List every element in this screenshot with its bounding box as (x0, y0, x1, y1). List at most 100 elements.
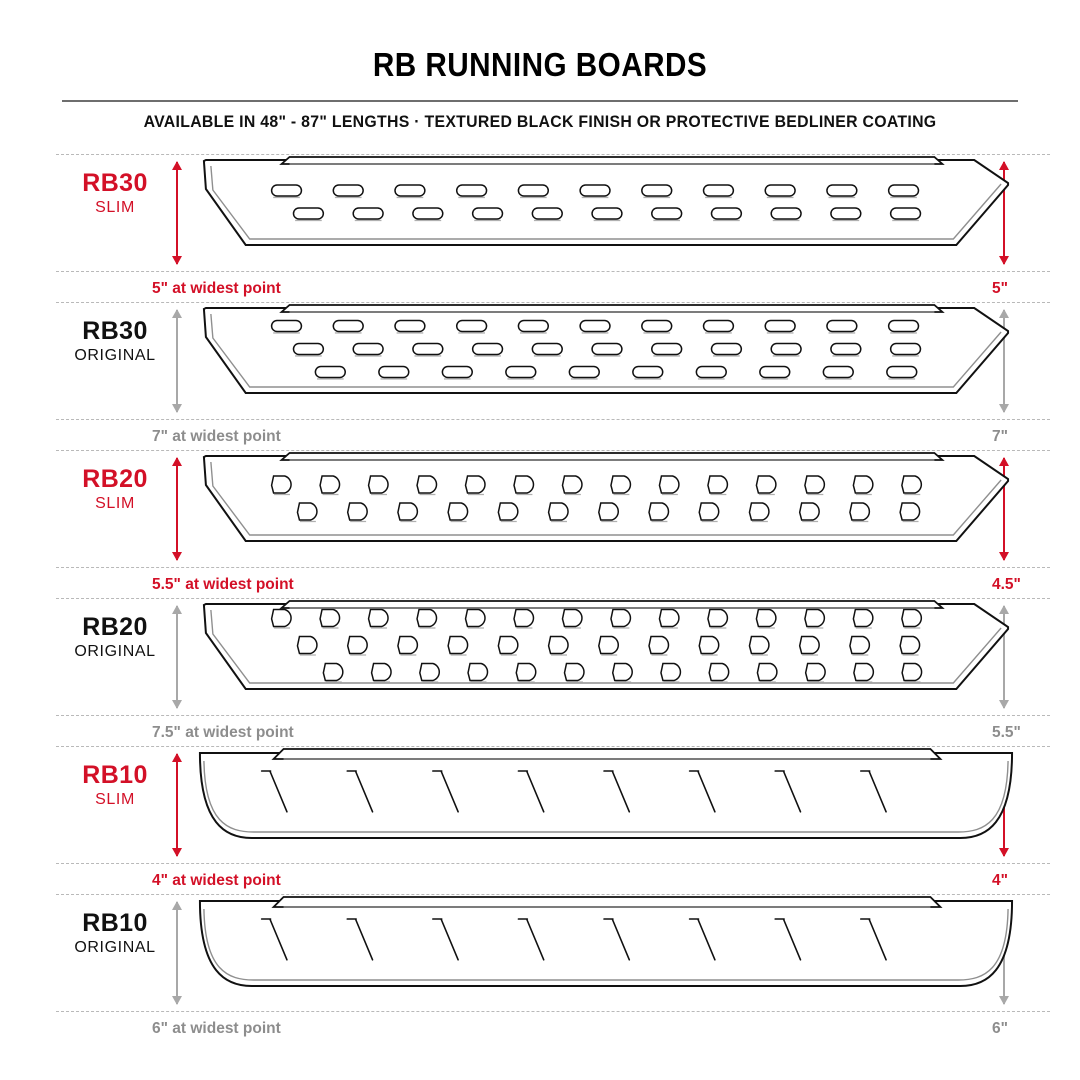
arrow-shaft (176, 754, 178, 856)
arrow-head-down-icon (172, 848, 182, 857)
arrow-head-down-icon (999, 700, 1009, 709)
product-row: RB10 ORIGINAL 6" at widest point 6" (0, 894, 1080, 1042)
width-dimension-arrow (172, 605, 182, 709)
product-variant: ORIGINAL (74, 347, 156, 365)
product-label: RB20 SLIM (60, 466, 170, 516)
height-caption: 5" (992, 280, 1008, 297)
arrow-shaft (176, 310, 178, 412)
arrow-head-up-icon (172, 901, 182, 910)
page-title: RB RUNNING BOARDS (372, 46, 708, 83)
guide-line-bottom (56, 567, 1050, 568)
product-variant: SLIM (95, 791, 135, 809)
width-dimension-arrow (172, 753, 182, 857)
running-board-illustration (186, 895, 1022, 991)
width-caption: 4" at widest point (152, 872, 281, 889)
guide-line-bottom (56, 419, 1050, 420)
arrow-head-up-icon (999, 309, 1009, 318)
arrow-head-down-icon (172, 552, 182, 561)
width-caption: 7" at widest point (152, 428, 281, 445)
product-row: RB10 SLIM 4" at widest point 4" (0, 746, 1080, 894)
guide-line-bottom (56, 271, 1050, 272)
width-caption: 7.5" at widest point (152, 724, 294, 741)
page-header: RB RUNNING BOARDS AVAILABLE IN 48" - 87"… (0, 0, 1080, 132)
guide-line-top (56, 746, 1050, 747)
width-caption: 5.5" at widest point (152, 576, 294, 593)
arrow-head-down-icon (999, 848, 1009, 857)
product-label: RB30 ORIGINAL (60, 318, 170, 368)
arrow-head-down-icon (999, 552, 1009, 561)
height-dimension-arrow (999, 161, 1009, 265)
guide-line-bottom (56, 1011, 1050, 1012)
product-model: RB30 (82, 169, 148, 197)
width-dimension-arrow (172, 901, 182, 1005)
running-board-illustration (186, 155, 1022, 251)
arrow-head-up-icon (999, 457, 1009, 466)
guide-line-bottom (56, 863, 1050, 864)
guide-line-bottom (56, 715, 1050, 716)
height-caption: 4.5" (992, 576, 1021, 593)
product-row: RB30 SLIM 5" at widest point 5" (0, 154, 1080, 302)
arrow-head-down-icon (999, 404, 1009, 413)
product-row: RB20 SLIM 5.5" at widest point 4.5" (0, 450, 1080, 598)
product-label: RB10 ORIGINAL (60, 910, 170, 960)
product-row-list: RB30 SLIM 5" at widest point 5" RB30 ORIGINAL… (0, 154, 1080, 1042)
product-label: RB30 SLIM (60, 170, 170, 220)
height-dimension-arrow (999, 605, 1009, 709)
product-model: RB10 (82, 761, 148, 789)
height-caption: 6" (992, 1020, 1008, 1037)
height-caption: 7" (992, 428, 1008, 445)
arrow-shaft (176, 606, 178, 708)
arrow-head-down-icon (999, 256, 1009, 265)
width-dimension-arrow (172, 161, 182, 265)
arrow-shaft (1003, 606, 1005, 708)
arrow-head-up-icon (172, 161, 182, 170)
guide-line-top (56, 450, 1050, 451)
arrow-head-down-icon (999, 996, 1009, 1005)
header-divider (62, 100, 1018, 102)
height-dimension-arrow (999, 309, 1009, 413)
arrow-head-up-icon (999, 161, 1009, 170)
product-label: RB10 SLIM (60, 762, 170, 812)
guide-line-top (56, 154, 1050, 155)
arrow-head-up-icon (172, 605, 182, 614)
height-caption: 4" (992, 872, 1008, 889)
width-dimension-arrow (172, 457, 182, 561)
arrow-head-down-icon (172, 404, 182, 413)
arrow-shaft (176, 902, 178, 1004)
arrow-head-up-icon (172, 457, 182, 466)
guide-line-top (56, 598, 1050, 599)
product-variant: SLIM (95, 495, 135, 513)
arrow-head-up-icon (172, 309, 182, 318)
running-board-illustration (186, 303, 1022, 399)
page-subtitle: AVAILABLE IN 48" - 87" LENGTHS · TEXTURE… (143, 113, 937, 131)
arrow-head-up-icon (999, 605, 1009, 614)
guide-line-top (56, 894, 1050, 895)
product-row: RB30 ORIGINAL 7" at widest point 7" (0, 302, 1080, 450)
product-model: RB10 (82, 909, 148, 937)
product-variant: ORIGINAL (74, 939, 156, 957)
product-label: RB20 ORIGINAL (60, 614, 170, 664)
arrow-shaft (176, 162, 178, 264)
running-board-illustration (186, 599, 1022, 695)
arrow-shaft (1003, 458, 1005, 560)
width-dimension-arrow (172, 309, 182, 413)
arrow-head-up-icon (172, 753, 182, 762)
height-dimension-arrow (999, 457, 1009, 561)
product-model: RB30 (82, 317, 148, 345)
width-caption: 5" at widest point (152, 280, 281, 297)
arrow-shaft (1003, 162, 1005, 264)
arrow-shaft (176, 458, 178, 560)
arrow-head-down-icon (172, 700, 182, 709)
width-caption: 6" at widest point (152, 1020, 281, 1037)
product-variant: SLIM (95, 199, 135, 217)
running-board-illustration (186, 747, 1022, 843)
guide-line-top (56, 302, 1050, 303)
product-row: RB20 ORIGINAL 7.5" at widest point 5.5" (0, 598, 1080, 746)
product-variant: ORIGINAL (74, 643, 156, 661)
product-model: RB20 (82, 613, 148, 641)
height-caption: 5.5" (992, 724, 1021, 741)
arrow-shaft (1003, 310, 1005, 412)
running-board-illustration (186, 451, 1022, 547)
product-model: RB20 (82, 465, 148, 493)
